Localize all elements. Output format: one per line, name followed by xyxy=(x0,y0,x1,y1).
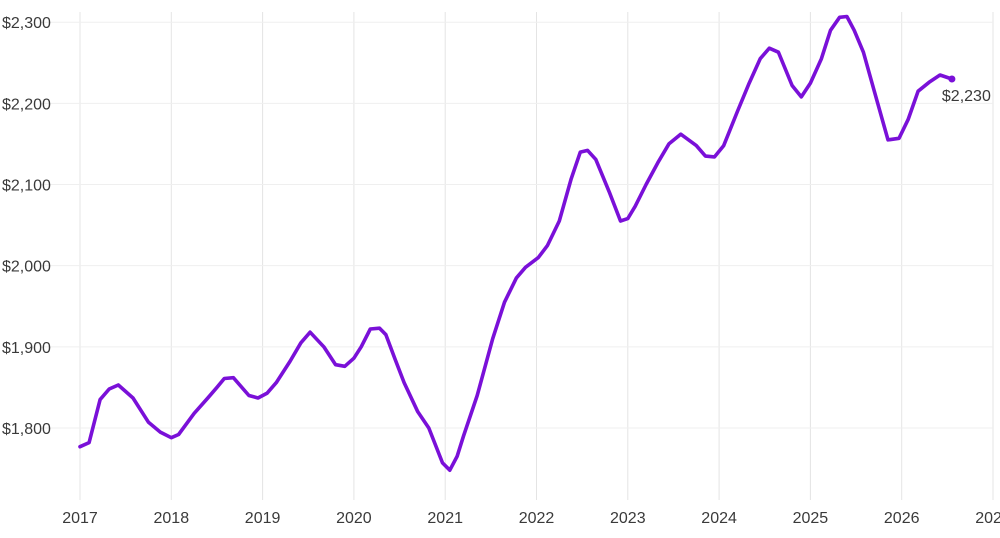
y-tick-label: $2,200 xyxy=(2,96,51,113)
tick-labels: 2017 2018 2019 2020 2021 2022 2023 2024 2025 2026… xyxy=(2,15,1000,527)
x-tick-label: 2027 xyxy=(975,510,1000,527)
x-tick-label: 2022 xyxy=(519,510,555,527)
x-tick-label: 2026 xyxy=(884,510,920,527)
end-point-marker xyxy=(948,75,956,83)
x-tick-label: 2019 xyxy=(245,510,281,527)
series-line xyxy=(78,14,954,472)
y-tick-label: $1,800 xyxy=(2,421,51,438)
y-tick-label: $2,100 xyxy=(2,178,51,195)
y-tick-label: $2,000 xyxy=(2,259,51,276)
grid xyxy=(40,12,994,500)
x-tick-label: 2018 xyxy=(154,510,190,527)
end-value-label: $2,230 xyxy=(942,88,991,105)
x-tick-label: 2021 xyxy=(427,510,463,527)
x-tick-label: 2023 xyxy=(610,510,646,527)
x-tick-label: 2025 xyxy=(793,510,829,527)
y-tick-label: $1,900 xyxy=(2,340,51,357)
x-tick-label: 2017 xyxy=(62,510,98,527)
x-tick-label: 2020 xyxy=(336,510,372,527)
x-tick-label: 2024 xyxy=(701,510,737,527)
y-tick-label: $2,300 xyxy=(2,15,51,32)
